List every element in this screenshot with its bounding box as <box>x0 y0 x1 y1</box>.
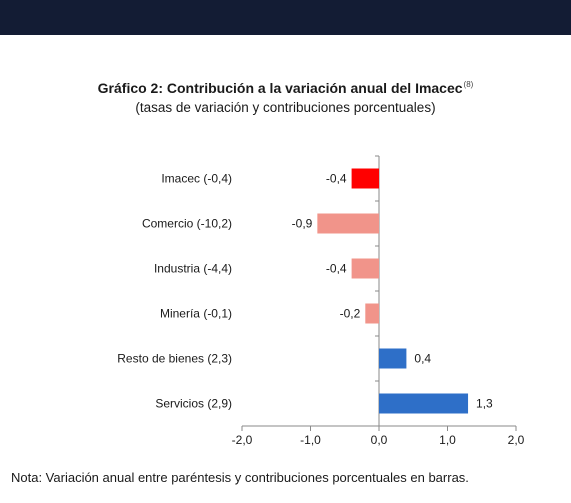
x-tick-label: 0,0 <box>371 433 388 447</box>
data-label: -0,9 <box>292 217 313 231</box>
data-label: -0,2 <box>340 307 361 321</box>
x-tick-label: 1,0 <box>439 433 456 447</box>
chart-note: Nota: Variación anual entre paréntesis y… <box>11 470 469 485</box>
chart-title-text: Gráfico 2: Contribución a la variación a… <box>97 80 463 96</box>
bar <box>379 348 407 369</box>
data-label: -0,4 <box>326 172 347 186</box>
header-bar <box>0 0 571 35</box>
chart-title: Gráfico 2: Contribución a la variación a… <box>0 80 571 96</box>
x-tick-label: 2,0 <box>508 433 525 447</box>
category-label: Servicios (2,9) <box>155 397 232 411</box>
chart-title-block: Gráfico 2: Contribución a la variación a… <box>0 80 571 115</box>
data-label: -0,4 <box>326 262 347 276</box>
category-label: Minería (-0,1) <box>160 307 232 321</box>
bar <box>379 393 469 414</box>
bar <box>317 213 379 234</box>
category-label: Comercio (-10,2) <box>142 217 232 231</box>
chart-subtitle: (tasas de variación y contribuciones por… <box>135 100 436 115</box>
x-tick-label: -2,0 <box>232 433 253 447</box>
bar <box>351 258 379 279</box>
category-label: Resto de bienes (2,3) <box>117 352 232 366</box>
chart-title-footnote: (8) <box>463 80 474 90</box>
x-tick-label: -1,0 <box>300 433 321 447</box>
category-label: Industria (-4,4) <box>154 262 232 276</box>
bar <box>365 303 379 324</box>
data-label: 1,3 <box>476 397 493 411</box>
category-label: Imacec (-0,4) <box>161 172 232 186</box>
bar <box>351 168 379 189</box>
data-label: 0,4 <box>414 352 431 366</box>
